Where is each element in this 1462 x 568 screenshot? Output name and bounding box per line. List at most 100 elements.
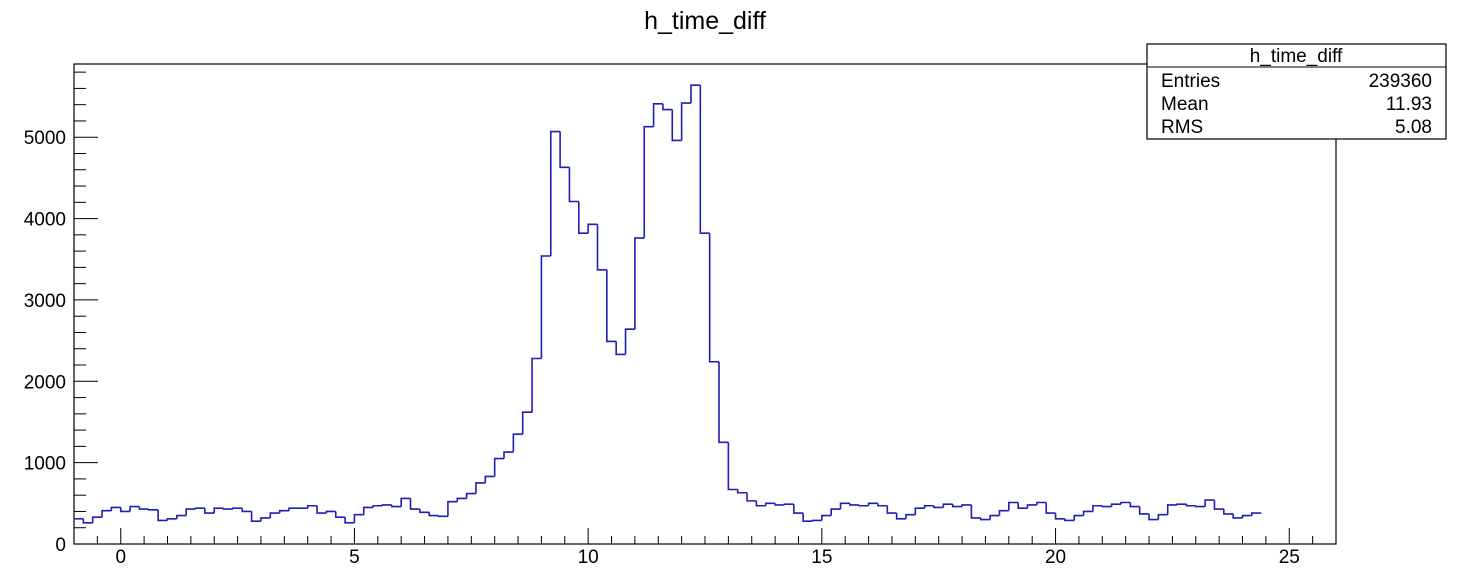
histogram-bin	[493, 457, 505, 477]
histogram-bin	[1204, 499, 1215, 507]
stats-box: h_time_diff Entries 239360 Mean 11.93 RM…	[1146, 43, 1447, 140]
histogram-bin	[176, 514, 187, 519]
x-tick-label: 20	[1045, 547, 1066, 568]
histogram-bin	[1008, 501, 1019, 511]
histogram-bin	[531, 357, 542, 413]
histogram-bin	[484, 475, 495, 483]
histogram-bin	[157, 509, 168, 522]
histogram-bin	[1092, 504, 1103, 512]
histogram-bin	[858, 504, 869, 507]
histogram-bin	[1054, 513, 1065, 520]
x-tick-labels: 0 5 10 15 20 25	[115, 547, 1299, 568]
histogram-bin	[447, 500, 458, 517]
histogram-bin	[82, 518, 93, 524]
histogram-bin	[465, 492, 476, 499]
histogram-bin	[316, 505, 327, 514]
histogram-bin	[680, 102, 691, 141]
histogram-bin	[1017, 502, 1028, 509]
histogram-bin	[1251, 512, 1262, 516]
histogram-bin	[821, 514, 832, 521]
histogram-bin	[213, 507, 224, 514]
histogram-bin	[970, 504, 981, 519]
histogram-bin	[671, 109, 682, 142]
histogram-bin	[1045, 502, 1056, 514]
y-tick-label: 4000	[24, 210, 66, 231]
histogram-bin	[1064, 518, 1075, 522]
histogram-bin	[746, 492, 757, 502]
histogram-bin	[1194, 505, 1206, 508]
histogram-bin	[923, 504, 935, 509]
histogram-bin	[568, 167, 579, 203]
histogram-bin	[91, 516, 103, 523]
histogram-bin	[278, 509, 290, 514]
y-tick-label: 3000	[24, 291, 66, 312]
histogram-bin	[830, 508, 841, 516]
histogram-bin	[961, 504, 972, 507]
histogram-bin	[353, 513, 364, 523]
histogram-bin	[708, 233, 720, 363]
histogram-bin	[615, 341, 626, 356]
x-tick-label: 15	[811, 547, 832, 568]
histogram-bin	[1232, 513, 1243, 519]
histogram-bin	[867, 502, 878, 506]
histogram-bin	[222, 508, 233, 510]
histogram-bin	[334, 511, 346, 518]
histogram-bin	[793, 504, 804, 514]
histogram-bin	[232, 507, 243, 510]
chart-title: h_time_diff	[644, 7, 766, 35]
histogram-bin	[942, 503, 953, 508]
histogram-bin	[1223, 509, 1234, 515]
histogram-bin	[325, 510, 336, 514]
histogram-bin	[1138, 506, 1150, 515]
histogram-bin	[783, 503, 794, 505]
histogram-bin	[391, 504, 402, 508]
histogram-bin	[606, 269, 617, 343]
histogram-bin	[755, 500, 766, 507]
histogram-bin	[839, 502, 850, 510]
histogram-bin	[727, 442, 738, 491]
histogram-bin	[138, 506, 149, 510]
histogram-bin	[1166, 504, 1178, 515]
stats-entries-label: Entries	[1161, 71, 1220, 92]
histogram-bins	[74, 84, 1262, 524]
histogram-bin	[503, 451, 514, 459]
histogram-bin	[1101, 505, 1112, 508]
stats-box-title: h_time_diff	[1250, 46, 1343, 67]
histogram-bin	[288, 507, 299, 511]
histogram-bin	[400, 497, 411, 507]
histogram-bin	[886, 505, 897, 514]
histogram-bin	[521, 411, 533, 435]
x-axis	[73, 528, 1337, 544]
stats-entries-value: 239360	[1369, 71, 1432, 92]
histogram-bin	[549, 130, 561, 256]
histogram-bin	[989, 514, 1000, 520]
histogram-bin	[559, 131, 570, 169]
y-tick-label: 2000	[24, 372, 66, 393]
histogram-bin	[774, 503, 785, 506]
histogram-bin	[811, 519, 822, 522]
stats-mean-value: 11.93	[1386, 94, 1432, 115]
histogram-bin	[1026, 504, 1037, 509]
histogram-bin	[1185, 504, 1196, 507]
histogram-bin	[475, 482, 486, 494]
histogram-bin	[344, 517, 355, 524]
histogram-bin	[998, 509, 1009, 516]
histogram-bin	[194, 507, 205, 510]
histogram-bin	[662, 103, 673, 111]
histogram-bin	[428, 512, 439, 517]
histogram-bin	[437, 515, 448, 518]
histogram-bin	[241, 508, 252, 513]
histogram-bin	[110, 506, 121, 511]
histogram-bin	[456, 497, 467, 502]
y-tick-labels: 0 1000 2000 3000 4000 5000	[24, 128, 66, 556]
histogram-bin	[1213, 500, 1224, 510]
histogram-bin	[849, 503, 860, 506]
histogram-bin	[905, 513, 916, 519]
y-tick-label: 5000	[24, 128, 66, 149]
histogram-bin	[260, 517, 271, 522]
histogram-bin	[1129, 502, 1140, 508]
histogram-bin	[362, 506, 374, 515]
histogram-bin	[652, 103, 663, 127]
histogram-bin	[718, 361, 729, 444]
